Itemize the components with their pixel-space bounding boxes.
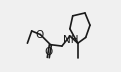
Text: NH: NH bbox=[63, 35, 78, 45]
Text: O: O bbox=[44, 47, 52, 57]
Text: O: O bbox=[35, 30, 44, 40]
